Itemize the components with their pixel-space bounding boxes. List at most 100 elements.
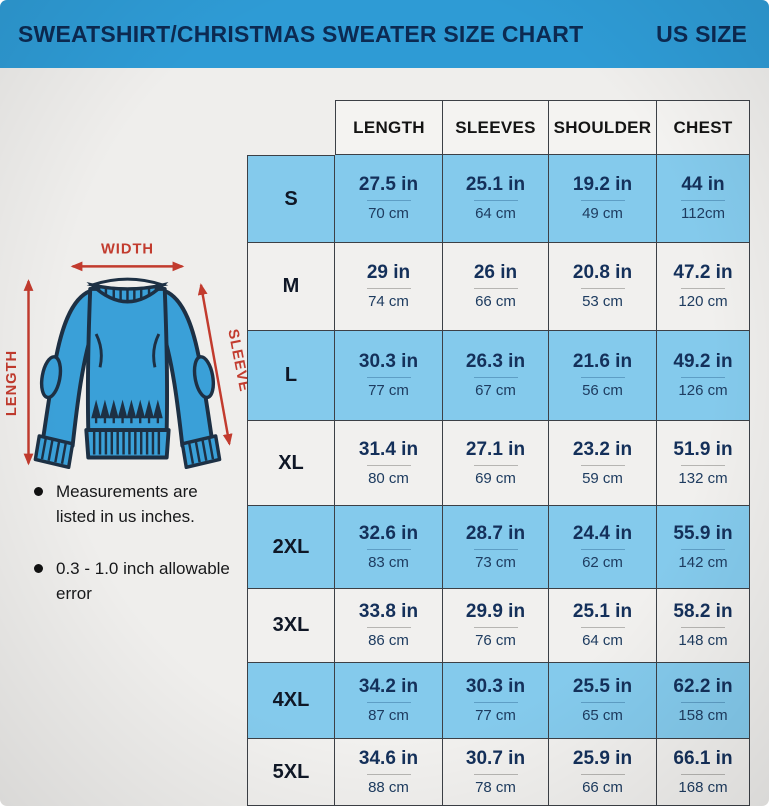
measurement-cell: 66.1 in 168 cm — [657, 739, 750, 806]
inches-value: 27.1 in — [465, 438, 526, 460]
fraction-divider — [580, 464, 625, 466]
measurement-cell: 34.6 in 88 cm — [335, 739, 443, 806]
cm-value: 158 cm — [678, 707, 728, 725]
hem-ribbing — [92, 432, 161, 455]
cm-value: 132 cm — [678, 469, 728, 487]
inches-value: 29 in — [366, 262, 411, 284]
inches-value: 34.6 in — [358, 747, 419, 769]
cm-value: 77 cm — [368, 382, 409, 400]
inches-value: 28.7 in — [465, 522, 526, 544]
cm-value: 80 cm — [368, 469, 409, 487]
inches-value: 62.2 in — [673, 676, 733, 698]
column-header-sleeves: SLEEVES — [443, 100, 549, 155]
measurement-cell: 21.6 in 56 cm — [549, 331, 657, 421]
measurement-cell: 30.7 in 78 cm — [443, 739, 549, 806]
cm-value: 142 cm — [678, 553, 728, 571]
inches-value: 31.4 in — [358, 438, 419, 460]
size-row-label: S — [247, 155, 335, 243]
fraction-divider — [473, 773, 518, 775]
bullet-icon — [34, 564, 43, 574]
banner: SWEATSHIRT/CHRISTMAS SWEATER SIZE CHART … — [0, 0, 769, 68]
cm-value: 77 cm — [475, 707, 516, 725]
inches-value: 26 in — [473, 262, 518, 284]
size-row-label: 3XL — [247, 589, 335, 663]
us-size-label: US SIZE — [656, 20, 747, 47]
fraction-divider — [473, 464, 518, 466]
sweater-graphic — [33, 277, 222, 470]
note-text: Measurements are listed in us inches. — [56, 482, 198, 526]
cm-value: 64 cm — [475, 205, 516, 223]
inches-value: 51.9 in — [673, 438, 733, 460]
size-row-label: 4XL — [247, 663, 335, 739]
fraction-divider — [366, 627, 411, 629]
measurement-cell: 26 in 66 cm — [443, 243, 549, 331]
inches-value: 21.6 in — [572, 351, 633, 373]
inches-value: 44 in — [681, 174, 725, 196]
cm-value: 126 cm — [678, 382, 728, 400]
inches-value: 66.1 in — [673, 747, 733, 769]
cm-value: 76 cm — [475, 632, 516, 650]
measurement-cell: 28.7 in 73 cm — [443, 506, 549, 589]
note-text: 0.3 - 1.0 inch allowable error — [56, 559, 230, 603]
cm-value: 65 cm — [582, 707, 623, 725]
fraction-divider — [473, 288, 518, 290]
measurement-cell: 25.1 in 64 cm — [549, 589, 657, 663]
measurement-cell: 25.9 in 66 cm — [549, 739, 657, 806]
measurement-cell: 27.5 in 70 cm — [335, 155, 443, 243]
cm-value: 59 cm — [582, 469, 623, 487]
inches-value: 47.2 in — [673, 262, 733, 284]
measurement-cell: 51.9 in 132 cm — [657, 421, 750, 506]
measurement-cell: 58.2 in 148 cm — [657, 589, 750, 663]
inches-value: 32.6 in — [358, 522, 419, 544]
width-label: WIDTH — [101, 242, 154, 258]
measurement-cell: 27.1 in 69 cm — [443, 421, 549, 506]
fraction-divider — [681, 702, 725, 704]
inches-value: 49.2 in — [673, 351, 733, 373]
fraction-divider — [580, 548, 625, 550]
inches-value: 25.5 in — [572, 676, 633, 698]
cm-value: 78 cm — [475, 778, 516, 796]
fraction-divider — [473, 702, 518, 704]
cm-value: 49 cm — [582, 205, 623, 223]
fraction-divider — [580, 200, 625, 202]
fraction-divider — [473, 200, 518, 202]
left-elbow-patch — [39, 355, 63, 400]
fraction-divider — [580, 627, 625, 629]
sweater-measurement-diagram: WIDTH LENGTH SLEEVE — [4, 242, 249, 470]
fraction-divider — [681, 548, 725, 550]
cm-value: 87 cm — [368, 707, 409, 725]
inches-value: 33.8 in — [358, 601, 419, 623]
cm-value: 120 cm — [678, 293, 728, 311]
cm-value: 67 cm — [475, 382, 516, 400]
inches-value: 26.3 in — [465, 351, 526, 373]
measurement-cell: 23.2 in 59 cm — [549, 421, 657, 506]
cm-value: 53 cm — [582, 293, 623, 311]
measurement-cell: 47.2 in 120 cm — [657, 243, 750, 331]
fraction-divider — [473, 627, 518, 629]
measurement-cell: 32.6 in 83 cm — [335, 506, 443, 589]
cm-value: 64 cm — [582, 632, 623, 650]
size-row-label: XL — [247, 421, 335, 506]
inches-value: 27.5 in — [358, 174, 419, 196]
fraction-divider — [366, 548, 411, 550]
cm-value: 62 cm — [582, 553, 623, 571]
measurement-cell: 24.4 in 62 cm — [549, 506, 657, 589]
measurement-cell: 30.3 in 77 cm — [335, 331, 443, 421]
cm-value: 66 cm — [475, 293, 516, 311]
fraction-divider — [366, 200, 411, 202]
bullet-icon — [34, 487, 43, 496]
measurement-cell: 19.2 in 49 cm — [549, 155, 657, 243]
column-header-shoulder: SHOULDER — [549, 100, 657, 155]
size-row-label: L — [247, 331, 335, 421]
fraction-divider — [580, 702, 625, 704]
cm-value: 66 cm — [582, 778, 623, 796]
fraction-divider — [473, 377, 518, 379]
sleeve-arrow — [197, 283, 233, 446]
measurement-cell: 31.4 in 80 cm — [335, 421, 443, 506]
cm-value: 88 cm — [368, 778, 409, 796]
left-sleeve — [41, 288, 97, 448]
measurement-cell: 33.8 in 86 cm — [335, 589, 443, 663]
column-header-length: LENGTH — [335, 100, 443, 155]
inches-value: 58.2 in — [673, 601, 733, 623]
